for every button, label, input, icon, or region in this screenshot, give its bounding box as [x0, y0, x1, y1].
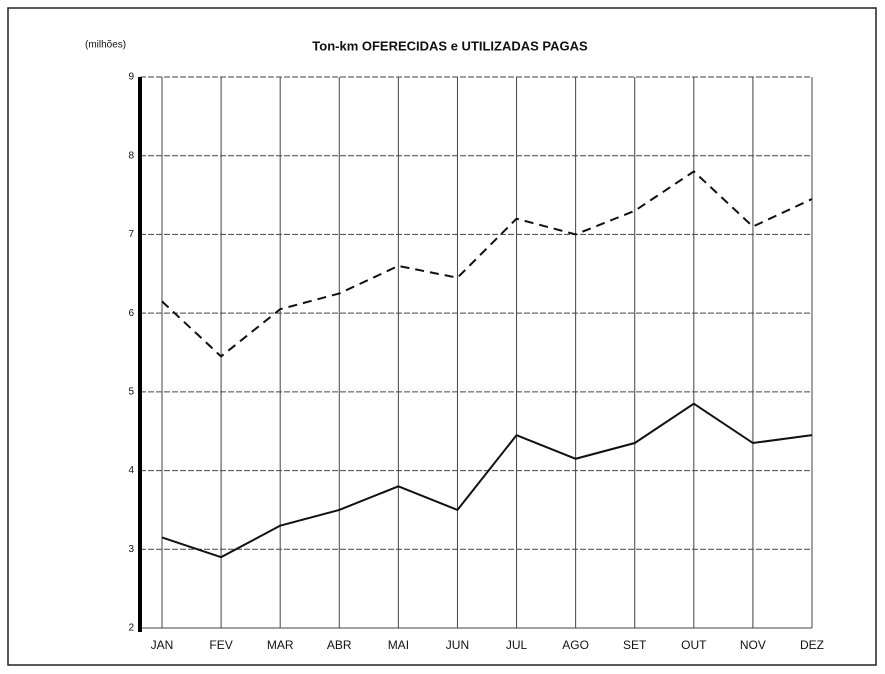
series-line	[161, 170, 813, 358]
x-tick-label: ABR	[327, 638, 352, 652]
x-tick-label: AGO	[562, 638, 589, 652]
series-line	[161, 402, 813, 559]
y-tick-label: 3	[128, 544, 134, 555]
y-tick-label: 6	[128, 308, 134, 319]
x-tick-label: DEZ	[800, 638, 824, 652]
y-tick-label: 9	[128, 72, 134, 83]
x-tick-label: OUT	[681, 638, 707, 652]
x-tick-label: FEV	[209, 638, 232, 652]
y-tick-label: 8	[128, 150, 134, 161]
y-tick-label: 7	[128, 229, 134, 240]
x-tick-label: MAI	[388, 638, 409, 652]
x-tick-label: JAN	[151, 638, 174, 652]
x-tick-label: JUL	[506, 638, 528, 652]
y-axis-label: (milhões)	[85, 40, 126, 51]
chart-title: Ton-km OFERECIDAS e UTILIZADAS PAGAS	[312, 38, 588, 53]
y-tick-label: 5	[128, 386, 134, 397]
x-tick-label: SET	[623, 638, 647, 652]
y-tick-label: 4	[128, 465, 134, 476]
x-tick-label: JUN	[446, 638, 469, 652]
x-tick-label: MAR	[267, 638, 294, 652]
y-tick-label: 2	[128, 623, 134, 634]
frame	[7, 7, 877, 666]
x-tick-label: NOV	[740, 638, 766, 652]
